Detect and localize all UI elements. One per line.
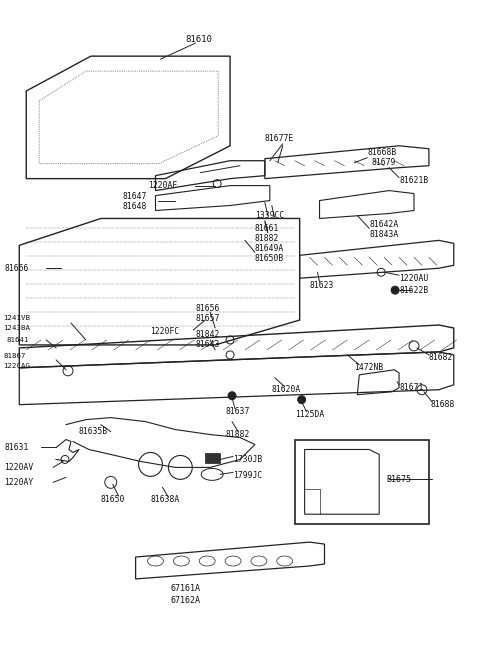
Text: 81677E: 81677E bbox=[265, 134, 294, 143]
Text: 1730JB: 1730JB bbox=[233, 455, 262, 464]
Text: 81671: 81671 bbox=[399, 383, 423, 392]
Text: 81666: 81666 bbox=[4, 263, 29, 273]
Text: 1472NB: 1472NB bbox=[354, 363, 384, 373]
Text: 81649A: 81649A bbox=[255, 244, 284, 253]
Text: 81631: 81631 bbox=[4, 443, 29, 452]
Text: 81638A: 81638A bbox=[151, 495, 180, 504]
Text: 1241VB: 1241VB bbox=[3, 315, 30, 321]
Text: 81661: 81661 bbox=[255, 224, 279, 233]
Text: B1675: B1675 bbox=[386, 475, 411, 484]
Text: 81650: 81650 bbox=[101, 495, 125, 504]
Text: 81623: 81623 bbox=[310, 281, 334, 290]
Text: 81621B: 81621B bbox=[399, 176, 428, 185]
Text: 81656: 81656 bbox=[195, 304, 220, 313]
Text: 81867: 81867 bbox=[3, 353, 26, 359]
Text: 81648: 81648 bbox=[123, 202, 147, 211]
Circle shape bbox=[298, 396, 306, 403]
Bar bbox=[295, 440, 429, 524]
Text: 81635B: 81635B bbox=[79, 427, 108, 436]
Text: 81650B: 81650B bbox=[255, 254, 284, 263]
Text: 81843A: 81843A bbox=[369, 230, 398, 239]
Text: 67162A: 67162A bbox=[170, 597, 200, 605]
Text: 81643: 81643 bbox=[195, 340, 220, 350]
Circle shape bbox=[391, 286, 399, 294]
Text: 81668B: 81668B bbox=[367, 148, 396, 157]
Text: 81842: 81842 bbox=[195, 330, 220, 340]
Bar bbox=[205, 453, 220, 463]
Text: 67161A: 67161A bbox=[170, 584, 200, 593]
Text: 81647: 81647 bbox=[123, 192, 147, 201]
Text: 81641: 81641 bbox=[6, 337, 29, 343]
Text: 81657: 81657 bbox=[195, 313, 220, 323]
Text: 1220AF: 1220AF bbox=[148, 181, 178, 190]
Text: 81637: 81637 bbox=[225, 407, 250, 416]
Text: 81642A: 81642A bbox=[369, 220, 398, 229]
Text: 81688: 81688 bbox=[431, 400, 455, 409]
Circle shape bbox=[228, 392, 236, 399]
Text: 1220AV: 1220AV bbox=[4, 463, 34, 472]
Text: 81620A: 81620A bbox=[272, 385, 301, 394]
Text: 1243BA: 1243BA bbox=[3, 325, 30, 331]
Text: 1125DA: 1125DA bbox=[295, 410, 324, 419]
Text: 122CAG: 122CAG bbox=[3, 363, 30, 369]
Text: 81622B: 81622B bbox=[399, 286, 428, 294]
Text: 1799JC: 1799JC bbox=[233, 471, 262, 480]
Text: 1220FC: 1220FC bbox=[151, 327, 180, 336]
Text: 81882: 81882 bbox=[225, 430, 250, 439]
Text: 1220AU: 1220AU bbox=[399, 274, 428, 283]
Text: 1339CC: 1339CC bbox=[255, 211, 284, 220]
Text: 81610: 81610 bbox=[185, 35, 212, 44]
Text: 81882: 81882 bbox=[255, 234, 279, 243]
Text: 81682: 81682 bbox=[429, 353, 453, 363]
Text: 81679: 81679 bbox=[371, 158, 396, 167]
Text: 1220AY: 1220AY bbox=[4, 478, 34, 487]
